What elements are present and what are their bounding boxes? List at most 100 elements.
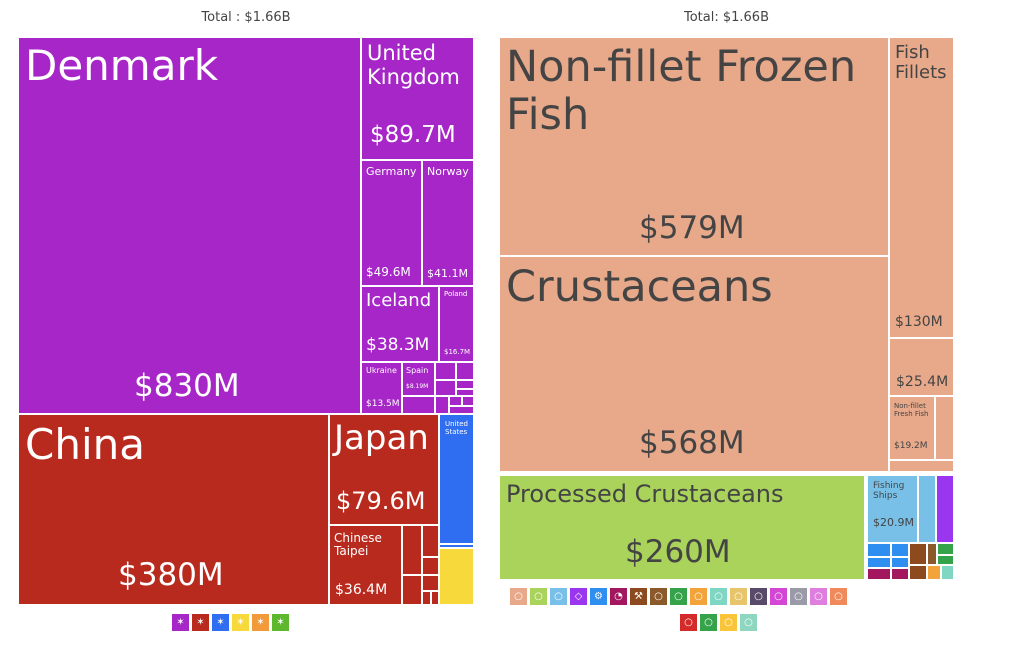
plastics-icon[interactable]: ○	[710, 588, 727, 605]
metals-icon[interactable]: ⚒	[630, 588, 647, 605]
instruments-icon[interactable]: ◔	[610, 588, 627, 605]
transportation-icon[interactable]: ○	[700, 614, 717, 631]
legend-sections: ○ ○ ○ ◇ ⚙ ◔ ⚒ ○ ○ ○ ○ ○ ○ ○ ○ ○ ○	[510, 588, 847, 605]
tile-ukraine[interactable]: Ukraine $13.5M	[361, 362, 402, 414]
textiles-icon[interactable]: ○	[670, 588, 687, 605]
tile-small[interactable]	[909, 565, 927, 580]
tile-fish-fillets[interactable]: Fish Fillets $130M	[889, 37, 954, 338]
tile-poland[interactable]: Poland $16.7M	[439, 286, 474, 362]
tile-value: $13.5M	[366, 399, 400, 409]
tile-small[interactable]	[456, 389, 474, 396]
tile-small[interactable]	[937, 543, 954, 555]
legend-sections-row2: ○ ○ ○ ○	[680, 614, 757, 631]
tile-small[interactable]	[435, 362, 456, 380]
tile-small[interactable]	[435, 380, 456, 396]
oceania-icon[interactable]: ✶	[252, 614, 269, 631]
tile-non-fillet-fresh-fish[interactable]: Non-fillet Fresh Fish $19.2M	[889, 396, 935, 460]
precious-metals-icon[interactable]: ◇	[570, 588, 587, 605]
tile-label: Chinese Taipei	[334, 531, 382, 559]
tile-value: $16.7M	[444, 348, 471, 356]
tile-small[interactable]	[439, 544, 474, 548]
wood-products-icon[interactable]: ○	[830, 588, 847, 605]
foodstuffs-icon[interactable]: ○	[720, 614, 737, 631]
tile-small[interactable]	[422, 557, 439, 575]
tile-fish-product[interactable]: $25.4M	[889, 338, 954, 396]
tile-label: Spain	[406, 366, 429, 375]
tile-label: Ukraine	[366, 366, 397, 375]
tile-small[interactable]	[449, 406, 474, 414]
tile-japan[interactable]: Japan $79.6M	[329, 414, 439, 525]
tile-small[interactable]	[449, 396, 462, 406]
footwear-icon[interactable]: ○	[650, 588, 667, 605]
chart-title: Total: $1.66B	[683, 10, 769, 25]
mineral-products-icon[interactable]: ○	[690, 588, 707, 605]
art-antiques-icon[interactable]: ○	[750, 588, 767, 605]
tile-processed-crustaceans[interactable]: Processed Crustaceans $260M	[499, 475, 865, 580]
south-america-icon[interactable]: ✶	[272, 614, 289, 631]
animal-vegetable-fats-icon[interactable]: ○	[550, 588, 567, 605]
tile-small[interactable]	[422, 525, 439, 557]
machines-icon[interactable]: ⚙	[590, 588, 607, 605]
tile-small[interactable]	[891, 568, 909, 580]
tile-norway[interactable]: Norway $41.1M	[422, 160, 474, 286]
tile-small[interactable]	[935, 396, 954, 460]
tile-small[interactable]	[402, 396, 435, 414]
tile-small[interactable]	[456, 380, 474, 389]
tile-label: Non-fillet Fresh Fish	[894, 402, 929, 418]
north-america-icon[interactable]: ✶	[212, 614, 229, 631]
tile-small[interactable]	[422, 591, 431, 605]
tile-label: Processed Crustaceans	[506, 480, 784, 508]
tile-denmark[interactable]: Denmark $830M	[18, 37, 361, 414]
tile-small[interactable]	[867, 557, 891, 568]
tile-small[interactable]	[867, 543, 891, 557]
tile-africa[interactable]	[439, 548, 474, 605]
asia-icon[interactable]: ✶	[192, 614, 209, 631]
tile-china[interactable]: China $380M	[18, 414, 329, 605]
legend-continents: ✶ ✶ ✶ ✶ ✶ ✶	[172, 614, 289, 631]
chemical-products-icon[interactable]: ○	[770, 588, 787, 605]
stone-glass-icon[interactable]: ○	[790, 588, 807, 605]
weapons-icon[interactable]: ○	[680, 614, 697, 631]
tile-small[interactable]	[435, 396, 449, 414]
tile-crustaceans[interactable]: Crustaceans $568M	[499, 256, 889, 472]
tile-small[interactable]	[918, 475, 936, 543]
tile-small[interactable]	[891, 557, 909, 568]
tile-small[interactable]	[462, 396, 474, 406]
tile-fishing-ships[interactable]: Fishing Ships $20.9M	[867, 475, 918, 543]
animal-products-icon[interactable]: ○	[510, 588, 527, 605]
tile-small[interactable]	[909, 543, 927, 565]
miscellaneous-icon[interactable]: ○	[810, 588, 827, 605]
tile-united-kingdom[interactable]: United Kingdom $89.7M	[361, 37, 474, 160]
europe-icon[interactable]: ✶	[172, 614, 189, 631]
tile-small[interactable]	[936, 475, 954, 543]
tile-small[interactable]	[889, 460, 954, 472]
tile-united-states[interactable]: United States	[439, 414, 474, 544]
tile-small[interactable]	[941, 565, 954, 580]
tile-small[interactable]	[402, 525, 422, 575]
tile-small[interactable]	[402, 575, 422, 605]
tile-non-fillet-frozen-fish[interactable]: Non-fillet Frozen Fish $579M	[499, 37, 889, 256]
tile-chinese-taipei[interactable]: Chinese Taipei $36.4M	[329, 525, 402, 605]
tile-value: $49.6M	[366, 265, 411, 279]
tile-small[interactable]	[927, 565, 941, 580]
tile-label: Crustaceans	[506, 262, 773, 312]
paper-goods-icon[interactable]: ○	[730, 588, 747, 605]
tile-small[interactable]	[431, 591, 439, 605]
vegetable-products-icon[interactable]: ○	[530, 588, 547, 605]
tile-small[interactable]	[927, 543, 937, 565]
tile-small[interactable]	[456, 362, 474, 380]
tile-label: United Kingdom	[367, 41, 460, 89]
tile-label: Poland	[444, 290, 468, 298]
tile-small[interactable]	[867, 568, 891, 580]
tile-iceland[interactable]: Iceland $38.3M	[361, 286, 439, 362]
tile-label: Japan	[334, 418, 429, 458]
tile-small[interactable]	[937, 555, 954, 565]
tile-value: $41.1M	[427, 267, 468, 280]
africa-icon[interactable]: ✶	[232, 614, 249, 631]
tile-germany[interactable]: Germany $49.6M	[361, 160, 422, 286]
tile-small[interactable]	[891, 543, 909, 557]
animal-hides-icon[interactable]: ○	[740, 614, 757, 631]
tile-small[interactable]	[422, 575, 439, 591]
tile-spain[interactable]: Spain $8.19M	[402, 362, 435, 396]
tile-value: $25.4M	[896, 374, 949, 390]
